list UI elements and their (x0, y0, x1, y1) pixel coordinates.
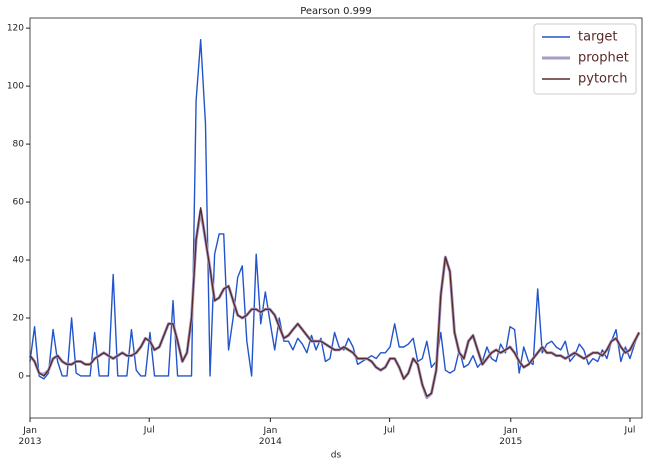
y-tick-label: 40 (13, 256, 25, 266)
legend-box (533, 23, 637, 95)
legend-label: target (578, 30, 618, 45)
y-tick-label: 20 (13, 314, 25, 324)
x-tick-label: Jul (383, 426, 395, 436)
y-tick-label: 60 (13, 198, 25, 208)
y-tick-label: 80 (13, 140, 25, 150)
x-tick-label: Jan 2013 (19, 426, 42, 447)
series-line (28, 209, 641, 400)
x-tick-label: Jul (624, 426, 636, 436)
x-axis-label: ds (331, 451, 342, 461)
y-tick-label: 0 (18, 371, 24, 381)
series-line (29, 207, 640, 397)
plot-frame (29, 17, 643, 419)
legend-label: prophet (578, 51, 629, 66)
x-tick-label: Jan 2015 (499, 426, 522, 447)
series-line (29, 39, 640, 380)
y-tick-label: 100 (7, 82, 24, 92)
y-tick-label: 120 (7, 24, 24, 34)
legend-label: pytorch (578, 72, 627, 87)
chart-title: Pearson 0.999 (300, 6, 372, 17)
x-tick-label: Jul (143, 426, 155, 436)
x-tick-label: Jan 2014 (259, 426, 282, 447)
